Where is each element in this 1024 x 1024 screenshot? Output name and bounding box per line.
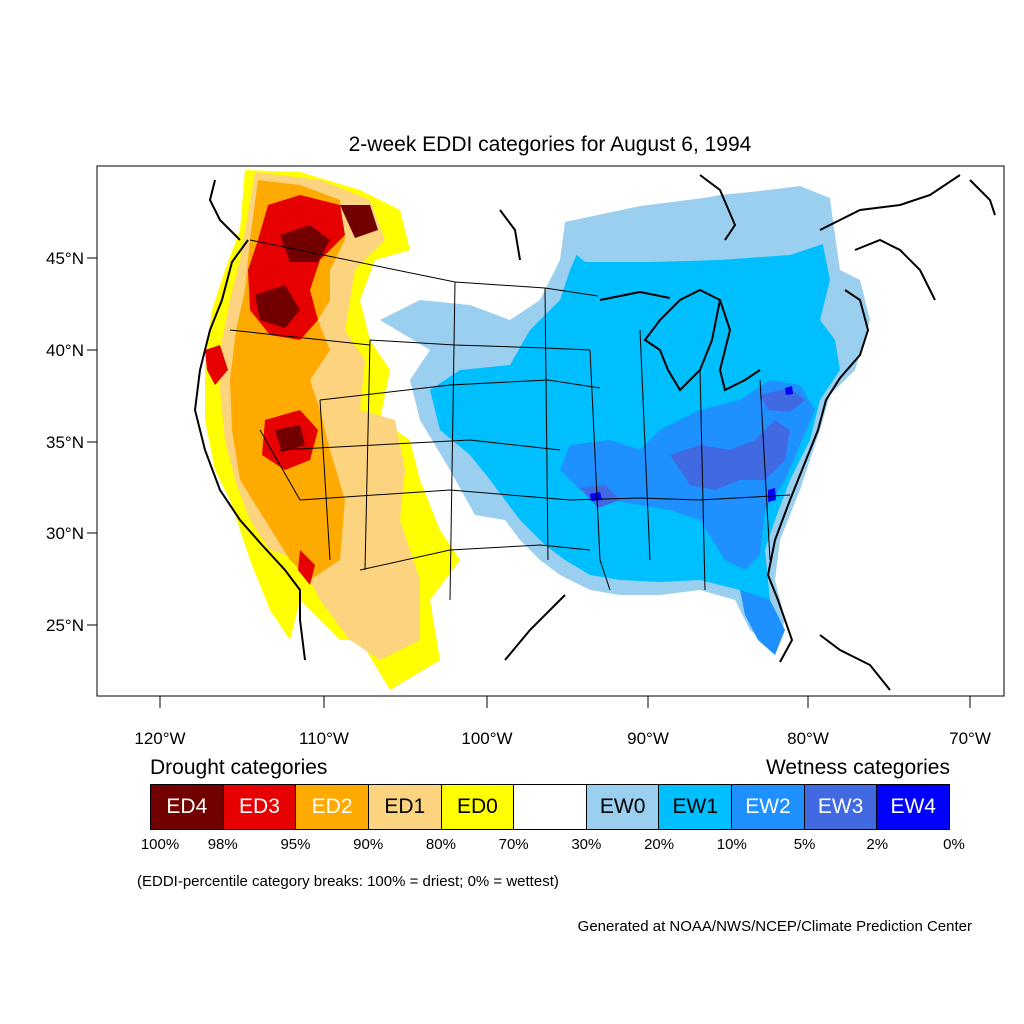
lon-tick-label: 90°W xyxy=(627,729,669,748)
legend-box: EW2 xyxy=(732,785,805,829)
legend-box: ED0 xyxy=(441,785,515,829)
drought-heading: Drought categories xyxy=(150,756,328,779)
ed4-region xyxy=(255,205,378,452)
percentile-break-label: 98% xyxy=(207,836,238,853)
lon-tick-label: 100°W xyxy=(461,729,512,748)
ew4-region xyxy=(590,386,793,502)
percentile-break-label: 20% xyxy=(644,836,675,853)
lon-tick-label: 120°W xyxy=(134,729,185,748)
map-title: 2-week EDDI categories for August 6, 199… xyxy=(348,133,752,156)
percentile-break-label: 10% xyxy=(716,836,747,853)
legend-box: ED2 xyxy=(296,785,369,829)
lat-tick-label: 45°N xyxy=(46,249,84,268)
percentile-break-label: 90% xyxy=(353,836,384,853)
ew3-region xyxy=(580,388,805,508)
percentile-break-label: 2% xyxy=(866,836,889,853)
percentile-break-label: 5% xyxy=(793,836,816,853)
map-frame xyxy=(96,165,1005,697)
lat-tick-label: 40°N xyxy=(46,341,84,360)
lat-tick-label: 35°N xyxy=(46,433,84,452)
lon-axis: 120°W 110°W 100°W 90°W 80°W 70°W xyxy=(134,696,991,748)
percentile-break-label: 70% xyxy=(498,836,529,853)
lat-tick-label: 30°N xyxy=(46,524,84,543)
percentile-break-label: 100% xyxy=(140,836,180,853)
percentile-break-label: 0% xyxy=(943,836,965,853)
ed3-region xyxy=(205,195,345,585)
map-field xyxy=(193,170,996,691)
legend-box: ED3 xyxy=(223,785,297,829)
coastlines xyxy=(193,174,996,691)
wetness-heading: Wetness categories xyxy=(765,756,950,779)
florida-wet xyxy=(740,590,785,655)
lon-tick-label: 80°W xyxy=(787,729,829,748)
legend-box: ED4 xyxy=(151,785,224,829)
legend-box: EW4 xyxy=(877,785,950,829)
percentile-break-label: 95% xyxy=(280,836,311,853)
category-legend: ED4 ED3 ED2 ED1 ED0 EW0 EW1 EW2 EW3 EW4 xyxy=(150,784,950,830)
legend-box: EW1 xyxy=(659,785,733,829)
category-note: (EDDI-percentile category breaks: 100% =… xyxy=(137,873,559,890)
lon-tick-label: 70°W xyxy=(949,729,991,748)
percentile-break-label: 80% xyxy=(425,836,456,853)
percentile-break-label: 30% xyxy=(571,836,602,853)
lat-tick-label: 25°N xyxy=(46,616,84,635)
legend-box: ED1 xyxy=(368,785,442,829)
legend-box: EW0 xyxy=(586,785,660,829)
legend-box: EW3 xyxy=(804,785,878,829)
boundary-lines xyxy=(229,239,791,601)
canada-wet-band xyxy=(565,186,835,262)
lon-tick-label: 110°W xyxy=(299,729,349,748)
legend-box xyxy=(514,785,587,829)
lat-axis: 45°N 40°N 35°N 30°N 25°N xyxy=(46,249,97,635)
credit-line: Generated at NOAA/NWS/NCEP/Climate Predi… xyxy=(577,918,972,935)
